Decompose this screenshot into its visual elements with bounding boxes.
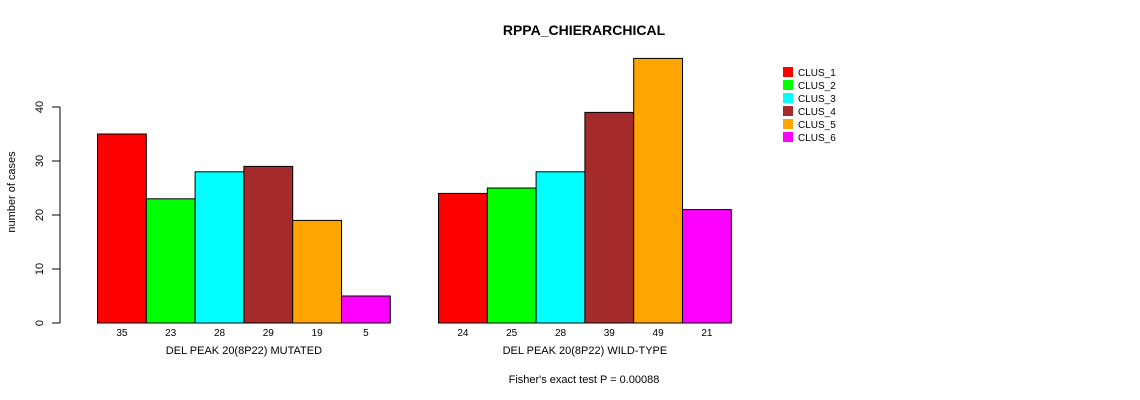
y-tick-label: 30 [34,155,46,167]
bar-count-label: 35 [116,328,128,339]
bar-clus-2 [145,198,196,324]
legend-swatch [783,106,793,116]
bar-count-label: 19 [312,328,324,339]
bar-clus-6 [341,295,391,324]
chart-title: RPPA_CHIERARCHICAL [503,22,666,38]
y-tick-label: 20 [34,209,46,221]
y-axis-label: number of cases [6,151,18,233]
y-axis: 0 10 20 30 40 [34,101,61,326]
y-tick-label: 10 [34,263,46,275]
bar-clus-4 [243,165,294,324]
bar-count-label: 24 [457,328,469,339]
bar-count-label: 28 [214,328,226,339]
bar-clus-2 [486,187,537,324]
legend-swatch [783,93,793,103]
legend-label: CLUS_6 [798,133,836,144]
group-label: DEL PEAK 20(8P22) MUTATED [166,345,322,357]
legend-label: CLUS_5 [798,120,836,131]
legend-label: CLUS_4 [798,107,836,118]
bar-count-label: 28 [555,328,567,339]
y-tick-label: 0 [34,320,46,326]
bar-count-label: 21 [701,328,713,339]
bar-clus-6 [682,209,732,324]
bar-count-label: 29 [263,328,275,339]
legend: CLUS_1 CLUS_2 CLUS_3 CLUS_4 CLUS_5 CLUS_6 [783,67,836,144]
legend-swatch [783,80,793,90]
group-label: DEL PEAK 20(8P22) WILD-TYPE [503,345,668,357]
bars-layer: 35 23 28 29 19 5 DEL PEAK 20(8P22) MUTATED 24 25… [97,57,732,357]
bar-count-label: 39 [604,328,616,339]
bar-clus-4 [584,111,635,324]
legend-label: CLUS_2 [798,81,836,92]
bar-count-label: 5 [363,328,369,339]
bar-clus-5 [292,219,343,324]
bar-clus-3 [194,171,245,324]
y-tick-label: 40 [34,101,46,113]
legend-swatch [783,119,793,129]
bar-count-label: 23 [165,328,177,339]
legend-label: CLUS_1 [798,68,836,79]
fisher-test-footnote: Fisher's exact test P = 0.00088 [509,374,660,386]
bar-clus-1 [438,192,488,324]
legend-swatch [783,67,793,77]
legend-swatch [783,132,793,142]
bar-count-label: 49 [653,328,665,339]
bar-clus-1 [97,133,147,324]
legend-label: CLUS_3 [798,94,836,105]
bar-clus-3 [535,171,586,324]
bar-count-label: 25 [506,328,518,339]
bar-clus-5 [633,57,684,324]
